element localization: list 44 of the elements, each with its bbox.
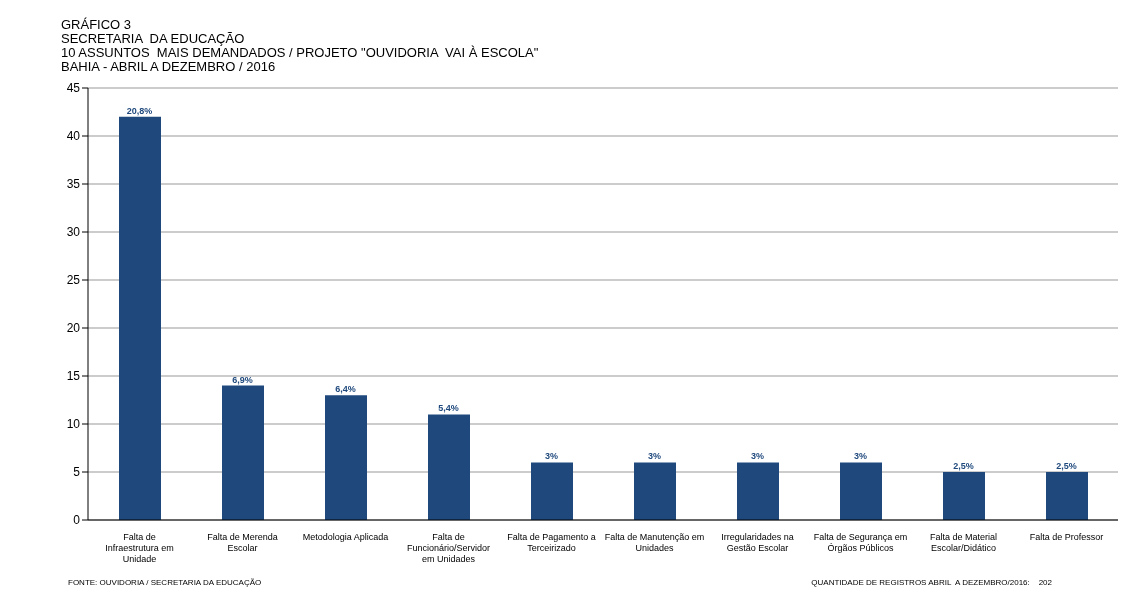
bar [325, 395, 367, 520]
y-tick-label: 5 [73, 465, 81, 480]
annotation: 2,5% [953, 461, 974, 471]
y-tick-label: 20 [66, 321, 81, 336]
chart-title: GRÁFICO 3 [61, 17, 133, 32]
text: QUANTIDADE DE REGISTROS ABRIL A DEZEMBRO/2016: 202 [811, 578, 1052, 587]
x-tick-label: Falta de Funcionário/Servidor em Unidades [406, 532, 491, 564]
bar [1046, 472, 1088, 520]
y-tick-label: 15 [66, 369, 81, 384]
bar [737, 462, 779, 520]
x-tick-label: Falta de Pagamento a Terceirizado [507, 532, 596, 553]
bar [840, 462, 882, 520]
x-tick-label: Falta de Manutenção em Unidades [604, 532, 705, 553]
annotation: 5,4% [438, 403, 459, 414]
bar [222, 385, 264, 520]
annotation: 3% [544, 451, 559, 462]
bar [943, 472, 985, 520]
annotation: 20,8% [126, 105, 153, 116]
bar [119, 116, 161, 520]
x-tick-label: Falta de Professor [1029, 532, 1104, 542]
annotation: 6,4% [335, 384, 356, 395]
annotation: 3% [750, 451, 765, 462]
x-tick-label: Falta de Merenda Escolar [207, 532, 278, 553]
y-tick-label: 45 [66, 81, 81, 96]
x-tick-label: Metodologia Aplicada [302, 532, 389, 542]
y-tick-label: 40 [66, 129, 81, 144]
x-tick-label: Falta de Segurança em Órgãos Públicos [813, 532, 908, 553]
y-tick-label: 35 [66, 177, 81, 192]
bar [634, 462, 676, 520]
y-tick-label: 25 [66, 273, 81, 288]
source-note: FONTE: OUVIDORIA / SECRETARIA DA EDUCAÇÃO [68, 578, 262, 587]
annotation: 3% [647, 451, 662, 462]
y-tick-label: 0 [73, 513, 81, 528]
y-tick-label: 30 [66, 225, 81, 240]
x-tick-label: Falta de Material Escolar/Didático [929, 532, 998, 553]
chart-subtitle: SECRETARIA DA EDUCAÇÃO 10 ASSUNTOS MAIS DEMANDADOS / PROJETO "OUVIDORIA VAI À ESCOLA" BAHIA - ABRIL A DEZEMBRO / 2016 [61, 31, 539, 74]
annotation: 2,5% [1056, 461, 1077, 471]
annotation: 3% [853, 451, 868, 462]
annotation: 6,9% [232, 374, 253, 385]
y-tick-label: 10 [66, 417, 81, 432]
x-tick-label: Irregularidades na Gestão Escolar [721, 532, 794, 553]
x-tick-label: Falta de Infraestrutura em Unidade [105, 532, 174, 564]
bar [428, 414, 470, 520]
bar [531, 462, 573, 520]
